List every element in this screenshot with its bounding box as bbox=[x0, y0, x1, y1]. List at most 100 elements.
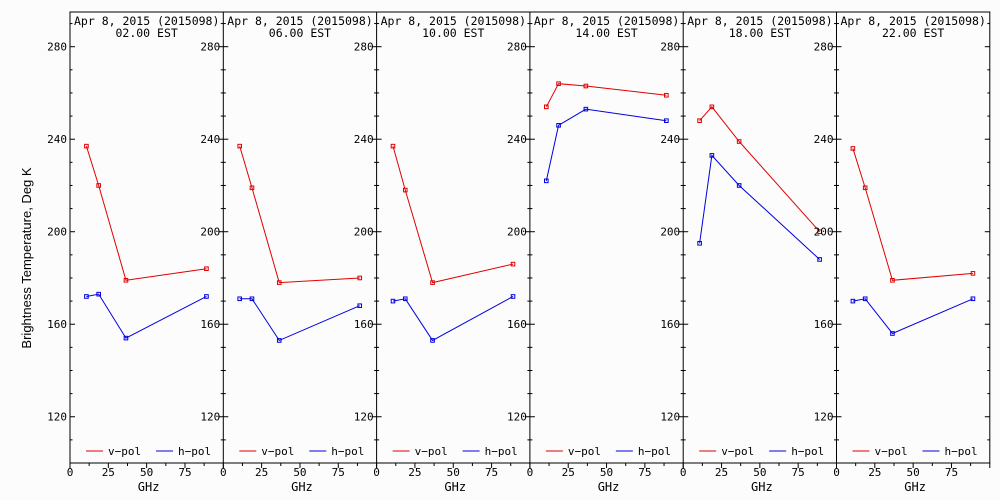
x-tick-label: 50 bbox=[753, 466, 766, 479]
panel-1: Apr 8, 2015 (2015098)02.00 EST 120 160 200 2… bbox=[47, 14, 224, 494]
panel-3: Apr 8, 2015 (2015098)10.00 EST 120 160 200 2… bbox=[354, 12, 531, 494]
x-tick-label: 25 bbox=[868, 466, 881, 479]
y-tick-label: 160 bbox=[507, 318, 527, 331]
data-point-h-pol bbox=[276, 338, 282, 343]
panel-subtitle: 02.00 EST bbox=[115, 26, 177, 40]
data-point-v-pol bbox=[123, 277, 129, 283]
data-point-h-pol bbox=[249, 296, 255, 302]
data-point-v-pol bbox=[850, 146, 856, 151]
data-point-h-pol bbox=[96, 291, 101, 297]
legend-label: v−pol bbox=[415, 445, 448, 458]
data-point-v-pol bbox=[390, 143, 396, 149]
panel-title: Apr 8, 2015 (2015098) bbox=[687, 14, 832, 28]
y-tick-label: 280 bbox=[814, 41, 834, 54]
data-point-v-pol bbox=[817, 229, 822, 235]
series-line-v-pol bbox=[852, 148, 973, 281]
y-tick-label: 280 bbox=[507, 41, 527, 54]
data-point-v-pol bbox=[249, 185, 255, 191]
data-point-h-pol bbox=[544, 178, 549, 184]
x-tick-label: 0 bbox=[680, 466, 687, 479]
data-point-h-pol bbox=[556, 123, 561, 128]
data-point-h-pol bbox=[890, 331, 895, 336]
x-tick-label: 75 bbox=[332, 466, 345, 479]
legend-label: v−pol bbox=[875, 445, 908, 458]
x-axis-label: GHz bbox=[904, 480, 926, 494]
data-point-h-pol bbox=[357, 303, 363, 309]
data-point-v-pol bbox=[84, 143, 89, 149]
y-tick-label: 200 bbox=[200, 226, 220, 239]
data-point-h-pol bbox=[402, 296, 408, 302]
panel-subtitle: 22.00 EST bbox=[882, 26, 944, 40]
data-point-v-pol bbox=[890, 277, 895, 283]
x-tick-label: 50 bbox=[140, 466, 153, 479]
data-point-v-pol bbox=[237, 143, 243, 149]
series-line-v-pol bbox=[699, 106, 821, 233]
x-tick-label: 0 bbox=[220, 466, 227, 479]
x-tick-label: 50 bbox=[907, 466, 920, 479]
x-tick-label: 75 bbox=[638, 466, 651, 479]
data-point-h-pol bbox=[970, 296, 976, 302]
x-tick-label: 50 bbox=[600, 466, 613, 479]
series-line-h-pol bbox=[239, 298, 360, 342]
data-point-h-pol bbox=[123, 335, 129, 341]
y-tick-label: 280 bbox=[660, 41, 680, 54]
x-tick-label: 50 bbox=[293, 466, 306, 479]
panels: Apr 8, 2015 (2015098)02.00 EST1201602002… bbox=[47, 11, 991, 494]
data-point-v-pol bbox=[204, 266, 209, 272]
x-tick-label: 75 bbox=[792, 466, 805, 479]
data-point-h-pol bbox=[862, 296, 868, 302]
legend-label: v−pol bbox=[721, 445, 754, 458]
legend-label: h−pol bbox=[178, 445, 211, 458]
y-tick-label: 160 bbox=[660, 318, 680, 331]
y-tick-label: 280 bbox=[200, 41, 220, 54]
x-tick-label: 75 bbox=[945, 466, 958, 479]
y-tick-label: 240 bbox=[507, 133, 527, 146]
data-point-h-pol bbox=[510, 294, 516, 299]
series-line-h-pol bbox=[545, 108, 667, 181]
data-point-v-pol bbox=[357, 275, 363, 281]
x-axis-label: GHz bbox=[291, 480, 313, 494]
legend-label: v−pol bbox=[568, 445, 601, 458]
y-tick-label: 120 bbox=[660, 411, 680, 424]
y-tick-label: 200 bbox=[507, 226, 527, 239]
y-tick-label: 160 bbox=[354, 318, 374, 331]
y-tick-label: 200 bbox=[814, 226, 834, 239]
y-tick-label: 280 bbox=[47, 41, 67, 54]
series-line-h-pol bbox=[699, 154, 820, 260]
data-point-v-pol bbox=[276, 280, 282, 285]
data-point-h-pol bbox=[84, 294, 89, 299]
panel-2: Apr 8, 2015 (2015098)06.00 EST 120 160 200 2… bbox=[200, 12, 378, 494]
legend-label: h−pol bbox=[331, 445, 364, 458]
y-tick-label: 160 bbox=[47, 318, 67, 331]
series-line-v-pol bbox=[545, 83, 667, 108]
legend-label: v−pol bbox=[261, 445, 294, 458]
panel-subtitle: 18.00 EST bbox=[729, 26, 791, 40]
x-tick-label: 0 bbox=[67, 466, 74, 479]
panel-title: Apr 8, 2015 (2015098) bbox=[227, 14, 372, 28]
y-tick-label: 120 bbox=[354, 411, 374, 424]
legend-label: h−pol bbox=[791, 445, 824, 458]
y-tick-label: 240 bbox=[354, 133, 374, 146]
series-line-v-pol bbox=[392, 146, 514, 284]
y-tick-label: 200 bbox=[47, 226, 67, 239]
panel-6: Apr 8, 2015 (2015098)22.00 EST 120 160 200 2… bbox=[814, 12, 991, 494]
y-tick-label: 120 bbox=[200, 411, 220, 424]
series-line-h-pol bbox=[86, 293, 207, 339]
x-tick-label: 25 bbox=[715, 466, 728, 479]
panel-title: Apr 8, 2015 (2015098) bbox=[74, 14, 219, 28]
data-point-v-pol bbox=[697, 118, 702, 124]
y-tick-label: 160 bbox=[200, 318, 220, 331]
data-point-h-pol bbox=[583, 106, 589, 112]
data-point-h-pol bbox=[697, 240, 702, 246]
y-axis-label: Brightness Temperature, Deg K bbox=[19, 167, 34, 348]
y-tick-label: 240 bbox=[200, 133, 220, 146]
x-axis-label: GHz bbox=[598, 480, 620, 494]
x-tick-label: 50 bbox=[447, 466, 460, 479]
data-point-v-pol bbox=[664, 92, 669, 98]
x-tick-label: 25 bbox=[408, 466, 421, 479]
y-tick-label: 120 bbox=[47, 411, 67, 424]
series-line-v-pol bbox=[239, 146, 360, 284]
data-point-h-pol bbox=[850, 298, 856, 304]
x-tick-label: 0 bbox=[527, 466, 534, 479]
